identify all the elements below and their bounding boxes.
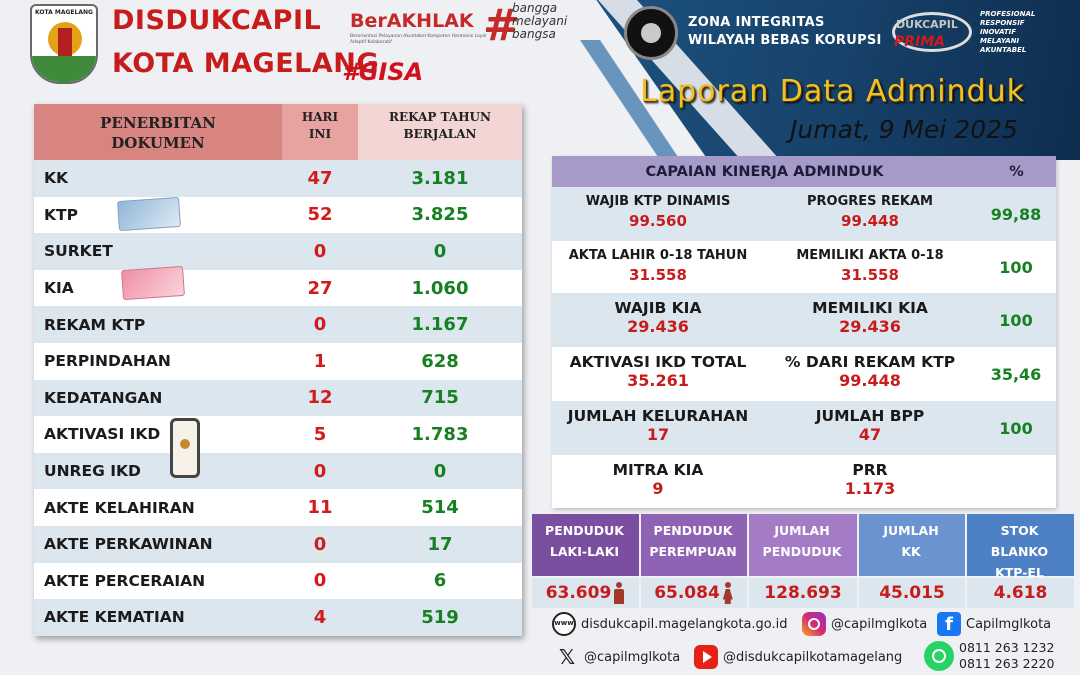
table-row: AKTE PERKAWINAN 0 17 [34, 525, 522, 563]
table-row: KIA 27 1.060 [34, 265, 522, 307]
col-header-ytd: REKAP TAHUN BERJALAN [358, 104, 522, 160]
table-row: AKTE KEMATIAN 4 519 [34, 599, 522, 636]
table-row: KEDATANGAN 12 715 [34, 379, 522, 417]
summary-value-female: 65.084 [641, 578, 747, 608]
summary-head-total: JUMLAH PENDUDUK [749, 514, 857, 576]
summary-values: 63.609 65.084 128.693 45.015 4.618 [532, 578, 1076, 608]
facebook-link[interactable]: f Capilmglkota [937, 612, 1051, 636]
globe-icon [552, 612, 576, 636]
summary-head-male: PENDUDUK LAKI-LAKI [532, 514, 639, 576]
male-figure-icon [613, 582, 625, 604]
table-row: SURKET 0 0 [34, 233, 522, 270]
performance-row: MITRA KIA 9 PRR 1.173 [552, 455, 1056, 508]
zona-integritas: ZONA INTEGRITAS WILAYAH BEBAS KORUPSI [688, 15, 882, 48]
table-row: AKTE KELAHIRAN 11 514 [34, 489, 522, 526]
x-icon: 𝕏 [558, 645, 576, 669]
report-date: Jumat, 9 Mei 2025 [790, 115, 1018, 144]
smartphone-ikd-icon [170, 418, 200, 479]
summary-value-blanko: 4.618 [967, 578, 1074, 608]
youtube-link[interactable]: @disdukcapilkotamagelang [694, 645, 902, 669]
female-figure-icon [722, 582, 734, 604]
whatsapp-contact[interactable]: 0811 263 1232 0811 263 2220 [924, 640, 1054, 672]
whatsapp-icon [924, 641, 954, 671]
performance-row: AKTIVASI IKD TOTAL 35.261 % DARI REKAM K… [552, 347, 1056, 401]
summary-value-kk: 45.015 [859, 578, 965, 608]
summary-header: PENDUDUK LAKI-LAKI PENDUDUK PEREMPUAN JU… [532, 514, 1076, 580]
col-header-today: HARI INI [282, 104, 358, 160]
org-name-line2: KOTA MAGELANG [112, 48, 380, 79]
table-row: UNREG IKD 0 0 [34, 452, 522, 490]
performance-row: WAJIB KTP DINAMIS 99.560 PROGRES REKAM 9… [552, 187, 1056, 241]
ktp-card-icon [117, 196, 181, 231]
table-row: KTP 52 3.825 [34, 196, 522, 234]
kia-card-icon [121, 265, 185, 300]
youtube-icon [694, 645, 718, 669]
instagram-icon [802, 612, 826, 636]
berakhlak-logo: BerAKHLAK [350, 10, 474, 32]
hashtag-icon: # [483, 0, 520, 51]
report-title: Laporan Data Adminduk [640, 74, 1025, 109]
table-row: AKTE PERCERAIAN 0 6 [34, 562, 522, 600]
performance-header: CAPAIAN KINERJA ADMINDUK % [552, 156, 1056, 187]
table-row: KK 47 3.181 [34, 160, 522, 197]
summary-head-kk: JUMLAH KK [859, 514, 965, 576]
org-name-line1: DISDUKCAPIL [112, 5, 322, 36]
table-header: PENERBITAN DOKUMEN HARI INI REKAP TAHUN … [34, 104, 522, 160]
logo-text: KOTA MAGELANG [35, 9, 93, 16]
service-values: PROFESIONAL RESPONSIF INOVATIF MELAYANI … [980, 10, 1036, 54]
col-header-document: PENERBITAN DOKUMEN [34, 104, 282, 160]
table-row: REKAM KTP 0 1.167 [34, 306, 522, 343]
performance-row: WAJIB KIA 29.436 MEMILIKI KIA 29.436 100 [552, 293, 1056, 347]
table-row: AKTIVASI IKD 5 1.783 [34, 416, 522, 479]
performance-row: AKTA LAHIR 0-18 TAHUN 31.558 MEMILIKI AK… [552, 241, 1056, 293]
performance-panel: CAPAIAN KINERJA ADMINDUK % WAJIB KTP DIN… [552, 156, 1056, 508]
berakhlak-tagline: Berorientasi Pelayanan Akuntabel Kompete… [350, 34, 487, 45]
instagram-link[interactable]: @capilmglkota [802, 612, 927, 636]
bangga-melayani-logo: bangga melayani bangsa [512, 1, 568, 41]
gisa-hashtag: #GISA [342, 58, 424, 86]
ministry-emblem-icon [624, 6, 678, 60]
document-issuance-table: PENERBITAN DOKUMEN HARI INI REKAP TAHUN … [34, 104, 522, 636]
facebook-icon: f [937, 612, 961, 636]
dukcapil-prima-logo: DUKCAPIL PRIMA [888, 8, 978, 56]
population-summary: PENDUDUK LAKI-LAKI PENDUDUK PEREMPUAN JU… [532, 514, 1076, 608]
x-link[interactable]: 𝕏 @capilmglkota [555, 645, 680, 669]
summary-value-male: 63.609 [532, 578, 639, 608]
performance-row: JUMLAH KELURAHAN 17 JUMLAH BPP 47 100 [552, 401, 1056, 455]
summary-value-total: 128.693 [749, 578, 857, 608]
table-row: PERPINDAHAN 1 628 [34, 342, 522, 380]
summary-head-blanko: STOK BLANKO KTP-EL [967, 514, 1074, 580]
website-link[interactable]: disdukcapil.magelangkota.go.id [552, 612, 788, 636]
summary-head-female: PENDUDUK PEREMPUAN [641, 514, 747, 576]
city-emblem-logo: KOTA MAGELANG [30, 4, 98, 84]
